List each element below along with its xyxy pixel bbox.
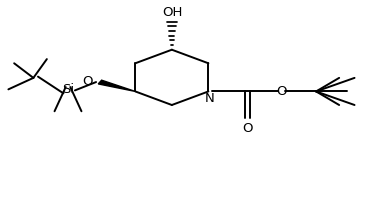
- Text: O: O: [83, 75, 93, 88]
- Text: OH: OH: [163, 6, 183, 19]
- Text: O: O: [276, 84, 287, 97]
- Text: Si: Si: [62, 84, 74, 96]
- Polygon shape: [98, 80, 135, 91]
- Text: N: N: [205, 92, 215, 105]
- Text: O: O: [242, 122, 252, 135]
